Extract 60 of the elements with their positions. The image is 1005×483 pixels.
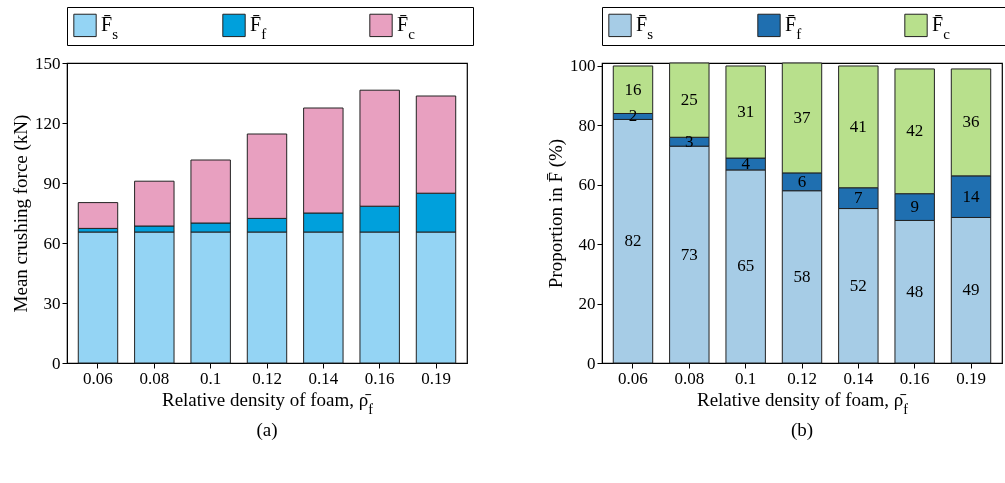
legend-label: F̄$_{c}$ xyxy=(932,13,951,43)
data-label: 82 xyxy=(624,231,642,251)
x-tick-label: 0.16 xyxy=(364,368,395,388)
x-tick-label: 0.12 xyxy=(787,368,817,388)
data-label: 6 xyxy=(797,171,807,191)
data-label: 48 xyxy=(906,281,924,301)
y-tick-label: 60 xyxy=(578,175,596,195)
x-tick-label: 0.06 xyxy=(83,368,113,388)
legend-label: F̄$_{f}$ xyxy=(785,13,802,43)
data-label: 73 xyxy=(680,244,698,264)
data-label: 42 xyxy=(906,121,924,141)
x-tick-label: 0.19 xyxy=(421,368,451,388)
x-tick-label: 0.19 xyxy=(956,368,986,388)
y-tick-label: 30 xyxy=(43,293,61,313)
y-tick-label: 90 xyxy=(43,173,61,193)
data-label: 16 xyxy=(624,79,642,99)
legend-label: F̄$_{c}$ xyxy=(397,13,416,43)
data-label: 9 xyxy=(910,197,919,217)
x-axis-title: Relative density of foam, ρ̄$_{f}$ xyxy=(161,388,374,417)
x-tick-label: 0.12 xyxy=(252,368,282,388)
data-label: 14 xyxy=(962,186,981,206)
data-label: 25 xyxy=(680,90,698,110)
y-tick-label: 120 xyxy=(35,113,61,133)
data-label: 52 xyxy=(849,275,867,295)
data-label: 4 xyxy=(741,153,751,173)
data-label: 41 xyxy=(849,116,867,136)
y-tick-label: 40 xyxy=(578,234,596,254)
x-tick-label: 0.08 xyxy=(674,368,705,388)
x-tick-label: 0.1 xyxy=(735,368,757,388)
y-tick-label: 80 xyxy=(578,115,596,135)
data-label: 36 xyxy=(962,112,980,132)
text: (b) xyxy=(790,419,814,441)
data-label: 65 xyxy=(737,256,755,276)
data-label: 49 xyxy=(962,280,980,300)
x-axis-title: Relative density of foam, ρ̄$_{f}$ xyxy=(696,388,909,417)
x-tick-label: 0.14 xyxy=(308,368,339,388)
y-tick-label: 100 xyxy=(570,56,596,76)
data-label: 7 xyxy=(854,188,864,208)
data-label: 31 xyxy=(737,102,755,122)
x-tick-label: 0.08 xyxy=(139,368,170,388)
y-tick-label: 20 xyxy=(578,294,596,314)
legend-label: F̄$_{f}$ xyxy=(250,13,267,43)
bar xyxy=(77,202,119,229)
legend-label: F̄$_{s}$ xyxy=(101,13,119,43)
x-tick-label: 0.16 xyxy=(899,368,930,388)
x-tick-label: 0.06 xyxy=(618,368,648,388)
y-axis-title: Mean crushing force (kN) xyxy=(10,114,32,313)
y-tick-label: 0 xyxy=(52,353,61,373)
data-label: 37 xyxy=(793,107,811,127)
y-tick-label: 0 xyxy=(587,353,596,373)
y-axis-title: Proportion in F̄ (%) xyxy=(545,138,567,289)
bar xyxy=(77,231,119,364)
x-tick-label: 0.1 xyxy=(200,368,222,388)
text: (a) xyxy=(256,419,278,441)
y-tick-label: 150 xyxy=(35,53,61,73)
data-label: 58 xyxy=(793,266,811,286)
y-tick-label: 60 xyxy=(43,233,61,253)
x-tick-label: 0.14 xyxy=(843,368,874,388)
legend-label: F̄$_{s}$ xyxy=(636,13,654,43)
bar xyxy=(134,231,175,364)
